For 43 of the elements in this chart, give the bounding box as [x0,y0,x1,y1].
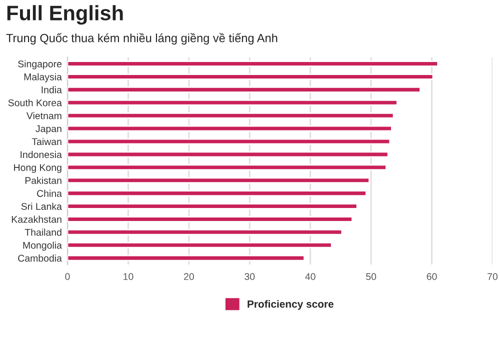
x-tick-label: 70 [488,273,498,280]
bar [68,216,353,222]
y-tick-label: Sri Lanka [21,202,62,210]
y-tick-label: Pakistan [25,176,62,184]
bar [68,125,392,132]
y-tick-label: Kazakhstan [12,216,62,223]
bar [68,229,343,236]
bar [68,164,387,171]
y-tick-label: India [42,86,62,94]
x-tick-label: 0 [65,273,70,280]
chart-title: Full English [7,5,123,25]
y-tick-label: Malaysia [24,73,62,82]
x-tick-label: 50 [366,273,376,280]
y-tick-label: Indonesia [20,150,62,158]
bar [68,112,394,119]
y-tick-label: South Korea [8,99,62,106]
bar [68,138,391,145]
y-tick-label: Thailand [24,228,62,236]
x-tick-label: 30 [244,273,255,280]
bar [68,177,370,184]
bar [68,203,358,210]
y-tick-label: Cambodia [18,254,62,262]
y-tick-label: Japan [36,125,62,134]
bar [68,86,421,93]
bar [68,242,332,248]
bar [68,151,389,158]
bar [68,254,305,262]
y-tick-label: Taiwan [32,138,62,146]
y-tick-label: Hong Kong [14,164,62,173]
bar [68,60,439,67]
chart-subtitle: Trung Quốc thua kém nhiều láng giềng về tiếng Anh [6,33,278,45]
x-tick-label: 60 [426,273,437,280]
bar [68,74,434,80]
y-tick-label: Singapore [18,60,62,70]
y-tick-label: Vietnam [26,112,62,120]
y-tick-label: China [37,190,62,197]
legend-label: Proficiency score [248,300,334,310]
x-tick-label: 10 [124,273,134,280]
y-tick-label: Mongolia [23,242,62,251]
x-tick-label: 40 [305,273,316,280]
bar [68,190,367,196]
bar [68,99,398,106]
x-tick-label: 20 [184,273,194,280]
